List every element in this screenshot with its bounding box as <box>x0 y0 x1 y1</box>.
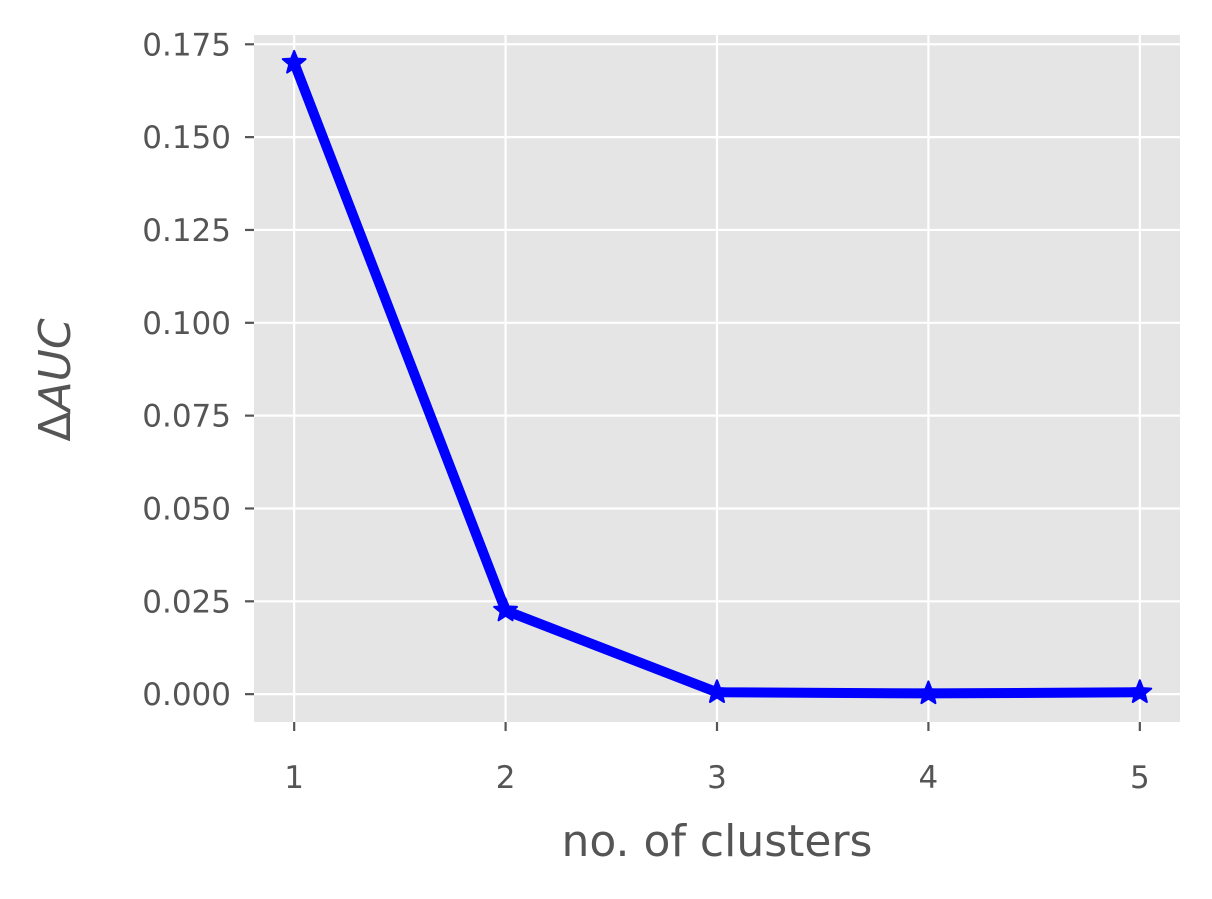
y-axis-label-text: AUC <box>30 318 81 414</box>
y-tick-label: 0.175 <box>142 27 231 63</box>
series-layer <box>281 49 1153 705</box>
x-tick-label: 1 <box>284 760 304 796</box>
y-tick-label: 0.025 <box>142 584 231 620</box>
y-tick-label: 0.150 <box>142 120 231 156</box>
y-axis-label: ΔAUC <box>30 318 81 441</box>
data-point-marker <box>281 49 307 74</box>
y-tick-label: 0.050 <box>142 491 231 527</box>
data-point-marker <box>493 597 518 622</box>
y-tick-label: 0.100 <box>142 306 231 342</box>
axis-ticks: 1 2 3 4 5 0.000 0.025 0.050 0.075 0.100 0.125 0.150… <box>142 27 1149 796</box>
data-point-marker <box>1127 679 1153 703</box>
x-tick-label: 3 <box>707 760 727 796</box>
y-tick-label: 0.125 <box>142 213 231 249</box>
data-point-marker <box>916 680 941 705</box>
y-axis-label-symbol: Δ <box>30 411 81 441</box>
y-tick-label: 0.000 <box>142 677 231 713</box>
x-tick-label: 2 <box>496 760 516 796</box>
grid-lines <box>254 35 1180 722</box>
x-tick-label: 4 <box>919 760 939 796</box>
data-point-marker <box>704 679 730 703</box>
y-tick-label: 0.075 <box>142 399 231 435</box>
x-tick-label: 5 <box>1130 760 1150 796</box>
x-axis-label: no. of clusters <box>562 816 873 867</box>
